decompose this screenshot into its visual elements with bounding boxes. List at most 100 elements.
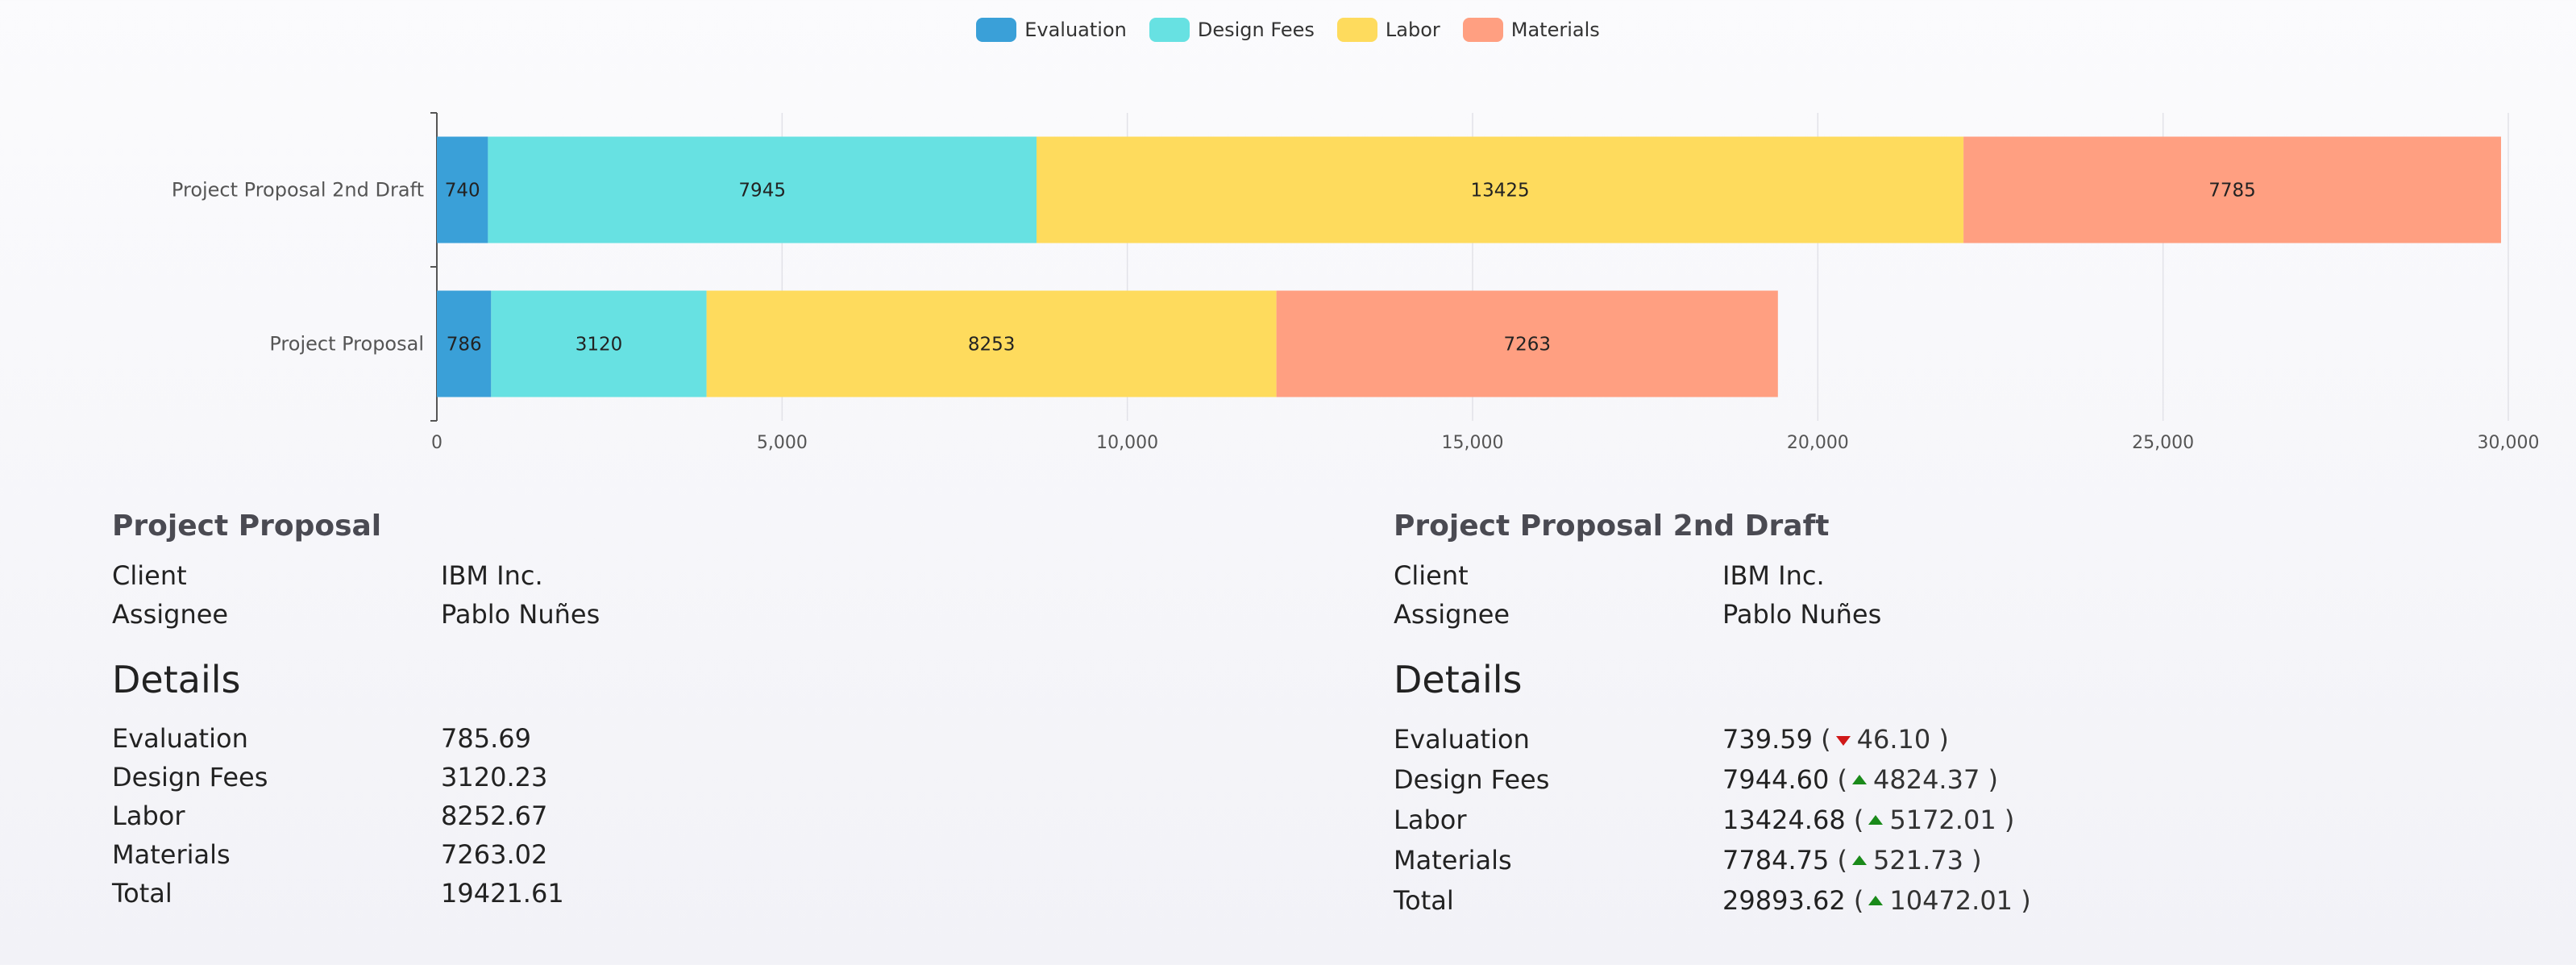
detail-delta: (4824.37 ) — [1829, 764, 1998, 795]
x-tick-label: 0 — [431, 433, 442, 453]
proposal-title: Project Proposal 2nd Draft — [1394, 510, 1830, 543]
x-tick-label: 10,000 — [1096, 433, 1158, 453]
assignee-value: Pablo Nuñes — [441, 599, 600, 630]
detail-value: 29893.62 — [1722, 885, 1846, 916]
delta-value: 5172.01 — [1889, 805, 1996, 835]
bar-segment — [437, 290, 492, 397]
delta-value: 46.10 — [1856, 724, 1931, 755]
delta-value: 521.73 — [1872, 845, 1963, 876]
triangle-up-icon — [1851, 775, 1867, 784]
proposal-panel-left: Project Proposal Client IBM Inc. Assigne… — [112, 510, 1321, 913]
data-label: 13425 — [1470, 181, 1529, 202]
bar-segment — [1037, 136, 1964, 243]
client-value: IBM Inc. — [1722, 560, 1825, 591]
legend-swatch — [1462, 18, 1503, 42]
detail-label: Design Fees — [112, 762, 268, 792]
detail-value: 8252.67 — [441, 801, 548, 831]
triangle-down-icon — [1835, 736, 1851, 746]
client-row: Client IBM Inc. — [1394, 556, 2576, 595]
detail-delta: (10472.01 ) — [1845, 885, 2031, 916]
bar-segment — [1276, 290, 1778, 397]
legend-label: Design Fees — [1197, 19, 1315, 41]
detail-label: Materials — [1394, 845, 1512, 876]
assignee-label: Assignee — [112, 599, 229, 630]
bar-segment — [488, 136, 1037, 243]
detail-row-design-fees: Design Fees 3120.23 — [112, 758, 1321, 797]
detail-label: Total — [112, 878, 172, 909]
legend-item-materials[interactable]: Materials — [1462, 18, 1600, 42]
details-title: Details — [112, 658, 241, 701]
data-label: 7263 — [1503, 335, 1551, 356]
detail-value: 13424.68 — [1722, 805, 1846, 835]
x-tick-label: 20,000 — [1787, 433, 1849, 453]
client-label: Client — [1394, 560, 1469, 591]
legend-label: Materials — [1510, 19, 1600, 41]
detail-value: 3120.23 — [441, 762, 548, 792]
bar-segment — [1963, 136, 2502, 243]
bar-segment — [437, 136, 488, 243]
proposal-panel-right: Project Proposal 2nd Draft Client IBM In… — [1394, 510, 2576, 921]
detail-value: 7263.02 — [441, 839, 548, 870]
x-tick-label: 25,000 — [2132, 433, 2194, 453]
x-tick-label: 5,000 — [757, 433, 808, 453]
data-label: 8253 — [968, 335, 1016, 356]
detail-label: Design Fees — [1394, 764, 1550, 795]
bar-segment — [706, 290, 1277, 397]
delta-value: 10472.01 — [1889, 885, 2013, 916]
detail-label: Labor — [1394, 805, 1467, 835]
detail-value: 785.69 — [441, 723, 531, 754]
detail-delta: (521.73 ) — [1829, 845, 1982, 876]
detail-value: 19421.61 — [441, 878, 564, 909]
client-row: Client IBM Inc. — [112, 556, 1321, 595]
detail-label: Evaluation — [112, 723, 248, 754]
client-label: Client — [112, 560, 187, 591]
category-label: Project Proposal — [269, 333, 424, 356]
triangle-up-icon — [1868, 815, 1884, 825]
detail-row-total: Total 19421.61 — [112, 874, 1321, 913]
x-tick-label: 15,000 — [1442, 433, 1504, 453]
detail-row-labor: Labor 13424.68 (5172.01 ) — [1394, 800, 2576, 840]
legend-swatch — [976, 18, 1017, 42]
legend-swatch — [1336, 18, 1377, 42]
data-label: 740 — [445, 181, 480, 202]
data-label: 786 — [447, 335, 482, 356]
detail-row-evaluation: Evaluation 739.59 (46.10 ) — [1394, 719, 2576, 759]
chart-legend: Evaluation Design Fees Labor Materials — [0, 18, 2576, 42]
x-tick-label: 30,000 — [2478, 433, 2540, 453]
detail-label: Total — [1394, 885, 1454, 916]
detail-row-total: Total 29893.62 (10472.01 ) — [1394, 880, 2576, 921]
detail-label: Evaluation — [1394, 724, 1530, 755]
detail-row-labor: Labor 8252.67 — [112, 797, 1321, 835]
detail-row-design-fees: Design Fees 7944.60 (4824.37 ) — [1394, 759, 2576, 800]
detail-row-materials: Materials 7263.02 — [112, 835, 1321, 874]
legend-item-labor[interactable]: Labor — [1336, 18, 1440, 42]
triangle-up-icon — [1868, 896, 1884, 905]
legend-item-design-fees[interactable]: Design Fees — [1149, 18, 1315, 42]
data-label: 7945 — [738, 181, 786, 202]
detail-value: 7784.75 — [1722, 845, 1830, 876]
detail-row-evaluation: Evaluation 785.69 — [112, 719, 1321, 758]
legend-label: Labor — [1385, 19, 1440, 41]
detail-delta: (46.10 ) — [1812, 724, 1949, 755]
assignee-row: Assignee Pablo Nuñes — [112, 595, 1321, 634]
detail-label: Labor — [112, 801, 185, 831]
proposal-title: Project Proposal — [112, 510, 382, 543]
detail-value: 739.59 — [1722, 724, 1813, 755]
bar-segment — [491, 290, 707, 397]
legend-swatch — [1149, 18, 1190, 42]
data-label: 3120 — [575, 335, 623, 356]
assignee-value: Pablo Nuñes — [1722, 599, 1882, 630]
triangle-up-icon — [1851, 855, 1867, 865]
assignee-label: Assignee — [1394, 599, 1510, 630]
legend-label: Evaluation — [1024, 19, 1127, 41]
detail-label: Materials — [112, 839, 231, 870]
legend-item-evaluation[interactable]: Evaluation — [976, 18, 1127, 42]
detail-delta: (5172.01 ) — [1845, 805, 2015, 835]
assignee-row: Assignee Pablo Nuñes — [1394, 595, 2576, 634]
detail-value: 7944.60 — [1722, 764, 1830, 795]
delta-value: 4824.37 — [1872, 764, 1980, 795]
detail-row-materials: Materials 7784.75 (521.73 ) — [1394, 840, 2576, 880]
category-label: Project Proposal 2nd Draft — [172, 179, 424, 202]
client-value: IBM Inc. — [441, 560, 543, 591]
stacked-bar-chart: 0 5,000 10,000 15,000 20,000 25,000 30,000 Proj… — [172, 112, 2540, 453]
